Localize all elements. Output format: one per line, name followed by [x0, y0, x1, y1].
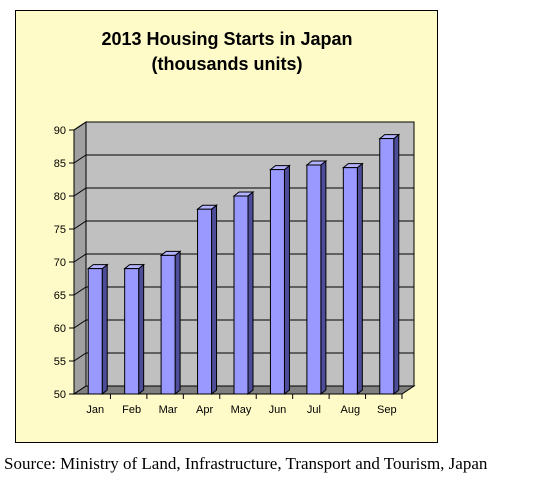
x-tick-label: Jan	[86, 404, 104, 416]
bar-side	[393, 133, 400, 396]
bar-side	[174, 250, 181, 396]
chart-subtitle: (thousands units)	[152, 54, 303, 74]
y-gridline	[73, 286, 414, 296]
bar-feb	[124, 268, 140, 395]
bar-jun	[269, 169, 285, 395]
y-gridline	[73, 352, 414, 362]
chart-frame: 2013 Housing Starts in Japan (thousands …	[15, 10, 438, 443]
plot-area: 50 55 60 65 70 75 80 85 90 Jan Feb Mar Apr May Jun Jul A…	[54, 121, 416, 416]
x-tick-label: Sep	[377, 404, 397, 416]
x-tick-label: Jul	[307, 404, 321, 416]
bar-sep	[379, 138, 395, 395]
bar-jan	[87, 268, 103, 395]
bar-aug	[342, 167, 358, 395]
y-tick-label: 55	[54, 356, 66, 368]
x-tick-label: Mar	[159, 404, 178, 416]
y-tick-label: 90	[54, 125, 66, 137]
y-gridline	[73, 154, 414, 164]
y-tick-label: 65	[54, 290, 66, 302]
bar-side	[356, 162, 363, 396]
x-tick-label: Feb	[122, 404, 141, 416]
y-gridline	[73, 187, 414, 197]
y-gridline	[73, 220, 414, 230]
y-tick-label: 80	[54, 191, 66, 203]
chart-title: 2013 Housing Starts in Japan	[101, 29, 352, 49]
y-gridline	[73, 253, 414, 263]
y-tick-label: 70	[54, 257, 66, 269]
x-tick-label: May	[231, 404, 252, 416]
bar-side	[101, 263, 108, 396]
x-tick-label: Jun	[269, 404, 287, 416]
y-gridline	[73, 319, 414, 329]
bar-side	[283, 164, 290, 396]
x-tick-label: Apr	[196, 404, 213, 416]
bar-apr	[197, 208, 213, 395]
bar-jul	[306, 164, 322, 395]
y-gridline	[73, 121, 414, 131]
source-note: Source: Ministry of Land, Infrastructure…	[4, 454, 488, 473]
y-tick-label: 50	[54, 389, 66, 401]
y-tick-label: 85	[54, 158, 66, 170]
bar-side	[320, 159, 327, 396]
bar-chart: 2013 Housing Starts in Japan (thousands …	[54, 29, 416, 416]
bar-side	[247, 190, 254, 396]
y-tick-label: 60	[54, 323, 66, 335]
y-tick-label: 75	[54, 224, 66, 236]
x-tick-label: Aug	[341, 404, 361, 416]
bar-side	[138, 263, 145, 396]
bar-side	[211, 204, 218, 396]
bar-mar	[160, 254, 176, 395]
bar-may	[233, 195, 249, 395]
